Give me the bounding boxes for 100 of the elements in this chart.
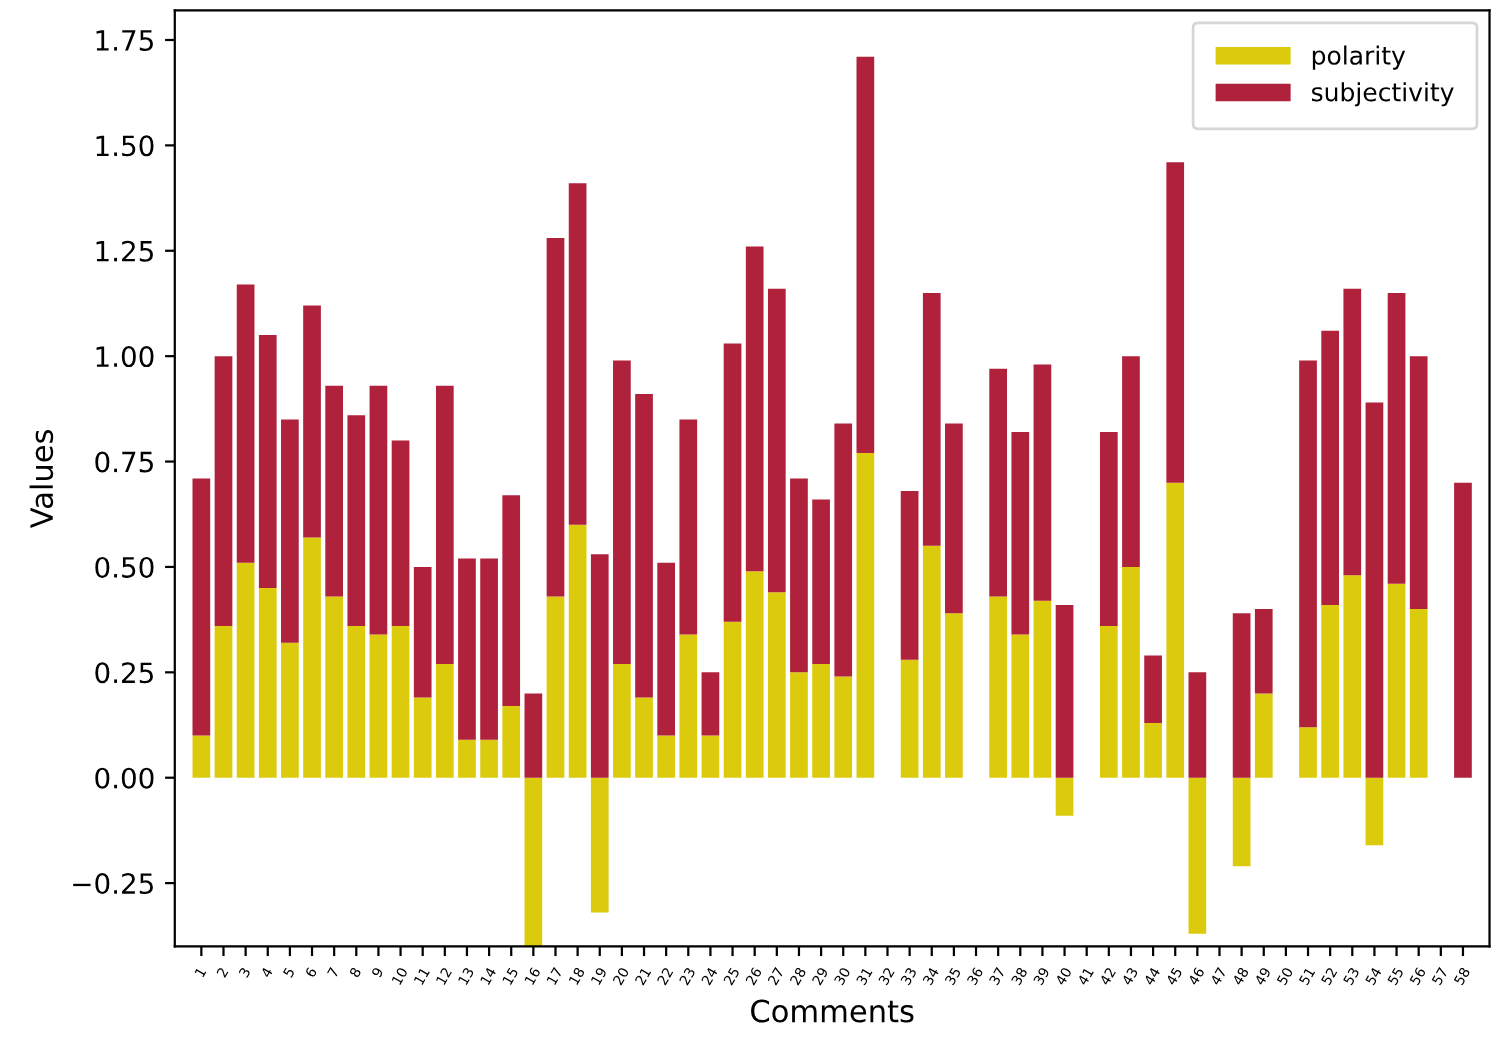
bar <box>613 663 631 778</box>
bar <box>214 625 233 778</box>
bar <box>192 735 211 778</box>
bar <box>767 288 786 593</box>
bar <box>1409 356 1428 610</box>
bar <box>325 385 344 597</box>
bar <box>546 238 565 597</box>
bar <box>281 419 299 643</box>
bar <box>303 305 321 538</box>
bar <box>1299 360 1317 728</box>
bar <box>989 596 1008 778</box>
bar <box>502 495 521 707</box>
bar <box>413 697 432 778</box>
bar <box>945 613 963 778</box>
bar <box>1409 609 1428 778</box>
bar <box>347 625 366 778</box>
x-axis-title: Comments <box>751 999 914 1023</box>
bar <box>568 524 587 778</box>
bar <box>1122 566 1140 778</box>
bar <box>524 777 543 947</box>
bar <box>856 453 875 778</box>
y-tick-label: 1.50 <box>96 135 154 157</box>
bar <box>1144 722 1162 778</box>
bar <box>1166 162 1185 483</box>
bar <box>834 676 853 778</box>
bar <box>989 368 1008 597</box>
bar <box>192 478 211 736</box>
bar <box>701 672 720 736</box>
bar <box>1011 634 1030 778</box>
bar <box>1033 600 1052 778</box>
bar <box>1254 693 1273 778</box>
bar <box>922 292 941 546</box>
bar <box>435 663 454 778</box>
bar <box>369 385 388 635</box>
bar <box>458 739 476 778</box>
bar <box>546 596 565 778</box>
bar <box>790 478 808 673</box>
bar <box>1343 575 1362 778</box>
y-tick-label: −0.25 <box>73 873 153 895</box>
bar <box>568 183 587 525</box>
bar <box>258 335 277 589</box>
bar <box>1454 482 1472 778</box>
bar <box>679 419 698 635</box>
bar <box>391 625 410 778</box>
bar <box>679 634 698 778</box>
bar <box>236 284 255 563</box>
bar <box>1011 432 1030 635</box>
bar <box>369 634 388 778</box>
bar <box>1188 672 1207 778</box>
bar <box>1387 292 1406 584</box>
bar <box>236 562 255 778</box>
bar <box>1166 482 1185 778</box>
bar <box>945 423 963 614</box>
bar <box>1033 364 1052 601</box>
bar <box>347 415 366 626</box>
bar <box>1365 777 1384 846</box>
bar <box>590 554 609 778</box>
bar <box>1299 727 1317 778</box>
y-tick-label: 1.75 <box>96 30 153 51</box>
bar <box>1321 330 1340 605</box>
legend-label: polarity <box>1312 45 1406 70</box>
bar <box>1254 609 1273 694</box>
bar <box>1188 777 1207 934</box>
bar <box>391 440 410 626</box>
bar <box>834 423 853 677</box>
bar <box>502 706 521 778</box>
bar <box>435 385 454 664</box>
legend-label: subjectivity <box>1311 82 1454 107</box>
bar <box>1321 604 1340 778</box>
bar <box>723 343 742 622</box>
bar <box>900 491 919 660</box>
bar <box>480 739 498 778</box>
bar <box>701 735 720 778</box>
bar <box>812 663 830 778</box>
bar <box>1055 604 1074 778</box>
bar <box>767 592 786 778</box>
bar <box>1343 288 1362 576</box>
y-tick-label: 1.25 <box>96 240 153 262</box>
bar <box>745 246 764 572</box>
bar <box>856 56 875 454</box>
bar <box>214 356 233 626</box>
bar <box>922 545 941 778</box>
bar <box>613 360 631 664</box>
y-tick-label: 0.50 <box>95 556 154 578</box>
bar <box>1099 432 1118 626</box>
y-tick-label: 1.00 <box>96 346 154 368</box>
bar <box>635 394 653 698</box>
y-tick-label: 0.00 <box>95 767 154 789</box>
y-axis-title: Values <box>29 429 54 529</box>
bar <box>524 693 543 778</box>
y-tick-label: 0.25 <box>95 662 153 684</box>
bar <box>1387 583 1406 778</box>
bar <box>1099 625 1118 778</box>
bar <box>900 659 919 778</box>
bar <box>635 697 653 778</box>
bar <box>657 735 676 778</box>
bar <box>790 672 808 778</box>
bar <box>1232 613 1251 778</box>
bar <box>480 558 498 740</box>
bar <box>1144 655 1162 723</box>
